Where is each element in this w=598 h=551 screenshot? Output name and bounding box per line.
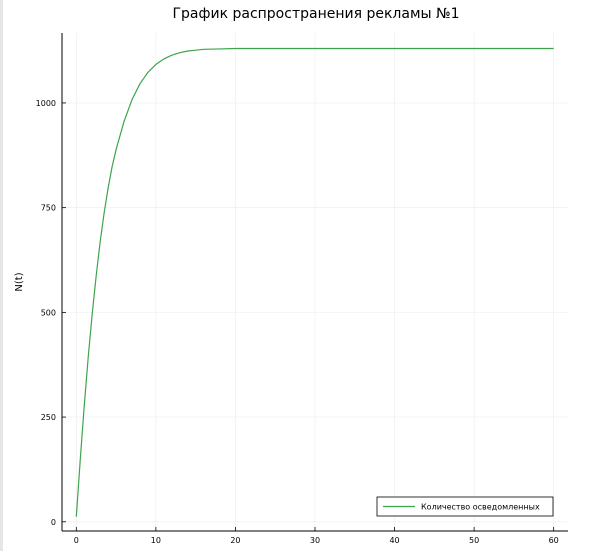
grid-lines — [62, 33, 568, 531]
chart-title: График распространения рекламы №1 — [173, 6, 460, 22]
x-tick-label: 50 — [469, 536, 479, 545]
y-tick-label: 1000 — [36, 99, 56, 108]
y-axis-ticks: 0 250 500 750 1000 — [36, 99, 66, 527]
x-tick-label: 0 — [74, 536, 79, 545]
x-tick-label: 20 — [230, 536, 240, 545]
y-tick-label: 0 — [51, 518, 56, 527]
legend-box — [376, 496, 554, 517]
y-tick-label: 500 — [41, 308, 56, 317]
x-tick-label: 10 — [151, 536, 161, 545]
legend: Количество осведомленных — [376, 496, 554, 517]
x-tick-label: 40 — [389, 536, 399, 545]
x-axis-ticks: 0 10 20 30 40 50 60 — [74, 527, 559, 545]
x-tick-label: 30 — [310, 536, 320, 545]
x-tick-label: 60 — [549, 536, 559, 545]
series-line-0 — [75, 47, 554, 517]
legend-label: Количество осведомленных — [421, 503, 540, 512]
y-axis-label: N(t) — [14, 272, 25, 291]
y-tick-label: 250 — [41, 413, 56, 422]
series-group — [75, 47, 554, 517]
window-edge-strip — [0, 0, 3, 551]
y-tick-label: 750 — [41, 204, 56, 213]
